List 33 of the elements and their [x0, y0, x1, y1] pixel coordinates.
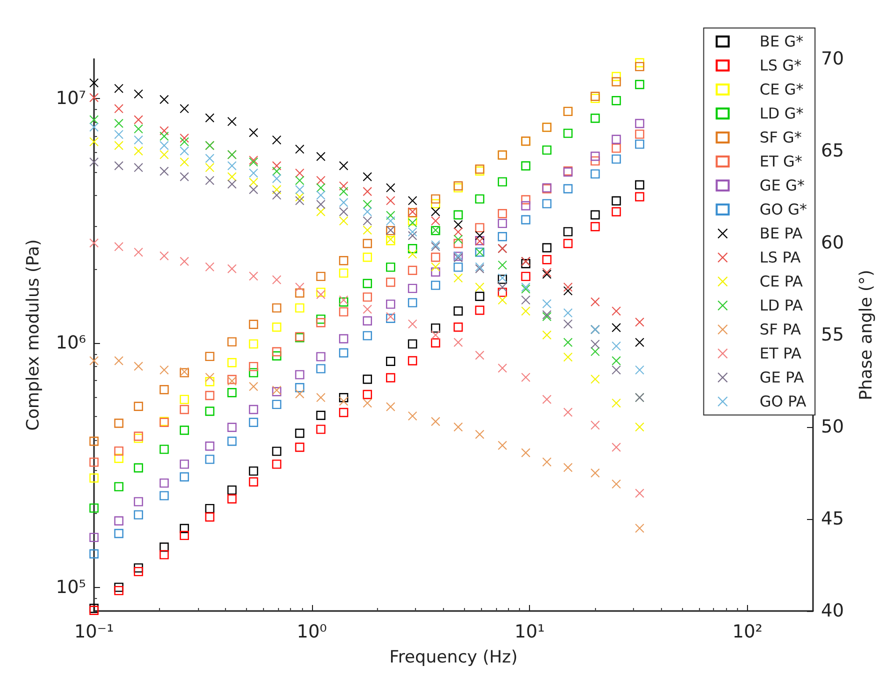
x-axis-title: Frequency (Hz)	[389, 648, 518, 668]
legend-label: BE G*	[760, 32, 804, 50]
y2-tick-label: 50	[821, 416, 844, 438]
y2-tick-label: 65	[821, 140, 844, 162]
y2-tick-label: 45	[821, 508, 844, 530]
legend-label: LS G*	[760, 56, 802, 74]
legend-label: GO G*	[760, 200, 808, 218]
legend-label: ET PA	[760, 344, 802, 362]
x-tick-label: 10⁻¹	[74, 622, 114, 642]
y2-axis-title: Phase angle (°)	[856, 270, 876, 400]
x-tick-label: 10¹	[514, 622, 545, 642]
x-tick-label: 10²	[732, 622, 762, 642]
y2-tick-label: 60	[821, 232, 844, 254]
legend-label: LD G*	[760, 104, 804, 122]
y2-tick-label: 40	[821, 600, 844, 622]
y2-tick-label: 55	[821, 324, 844, 346]
legend-label: GE G*	[760, 176, 806, 194]
x-tick-label: 10⁰	[296, 622, 327, 642]
y-axis-title: Complex modulus (Pa)	[24, 239, 44, 431]
legend-label: SF G*	[760, 128, 802, 146]
legend-label: LS PA	[760, 248, 802, 266]
y-tick-label: 10⁵	[56, 576, 86, 598]
y-tick-label: 10⁶	[56, 332, 86, 354]
legend-label: ET G*	[760, 152, 803, 170]
y-tick-label: 10⁷	[56, 88, 86, 109]
y2-tick-label: 70	[821, 48, 844, 70]
legend-label: LD PA	[760, 296, 804, 314]
legend-label: BE PA	[760, 224, 804, 242]
legend-label: CE PA	[760, 272, 804, 290]
legend-label: GE PA	[760, 368, 805, 386]
legend-label: SF PA	[760, 320, 802, 338]
legend-label: CE G*	[760, 80, 804, 98]
legend-label: GO PA	[760, 392, 807, 410]
